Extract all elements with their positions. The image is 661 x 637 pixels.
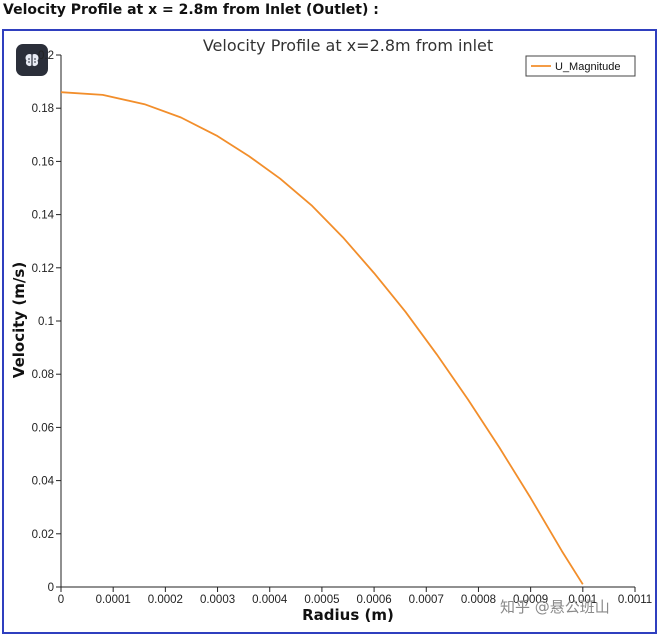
x-tick-label: 0.0006	[356, 594, 391, 606]
x-tick-label: 0.001	[568, 594, 597, 606]
y-tick-label: 0.18	[32, 103, 54, 115]
y-tick-label: 0.04	[32, 476, 55, 488]
y-tick-label: 0.02	[32, 529, 54, 541]
x-tick-label: 0.0008	[461, 594, 496, 606]
chart-axes	[60, 55, 635, 588]
x-tick-label: 0.0001	[96, 594, 131, 606]
chart-title: Velocity Profile at x=2.8m from inlet	[203, 36, 493, 55]
y-tick-label: 0.2	[38, 50, 54, 62]
page-heading: Velocity Profile at x = 2.8m from Inlet …	[3, 2, 379, 18]
chart-series	[60, 91, 584, 585]
brain-icon	[25, 54, 39, 67]
series-line-0	[60, 91, 584, 585]
y-axis-label: Velocity (m/s)	[10, 262, 28, 378]
x-axis-label: Radius (m)	[302, 606, 394, 624]
x-tick-label: 0.0003	[200, 594, 235, 606]
x-tick-label: 0.0004	[252, 594, 288, 606]
y-tick-label: 0.12	[32, 263, 54, 275]
x-tick-label: 0.0007	[409, 594, 444, 606]
x-tick-label: 0.0011	[618, 594, 652, 606]
y-tick-label: 0.08	[32, 369, 54, 381]
legend-label: U_Magnitude	[555, 61, 620, 73]
x-tick-label: 0	[58, 594, 64, 606]
legend-box	[525, 55, 636, 77]
watermark: 知乎 @悬公班山	[500, 598, 610, 616]
x-tick-label: 0.0002	[148, 594, 183, 606]
badge-button[interactable]	[16, 44, 48, 76]
chart-ticks: 0 0.02 0.04 0.06 0.08 0.1 0.12 0.14 0.16 0.18 0.2 0…	[32, 50, 653, 606]
y-tick-label: 0.16	[32, 156, 54, 168]
chart-frame	[2, 29, 657, 634]
y-tick-label: 0	[48, 582, 54, 594]
y-tick-label: 0.14	[32, 210, 55, 222]
y-tick-label: 0.06	[32, 422, 54, 434]
y-tick-label: 0.1	[38, 316, 54, 328]
x-tick-label: 0.0005	[304, 594, 339, 606]
x-tick-label: 0.0009	[513, 594, 548, 606]
chart-legend: U_Magnitude	[525, 55, 636, 77]
